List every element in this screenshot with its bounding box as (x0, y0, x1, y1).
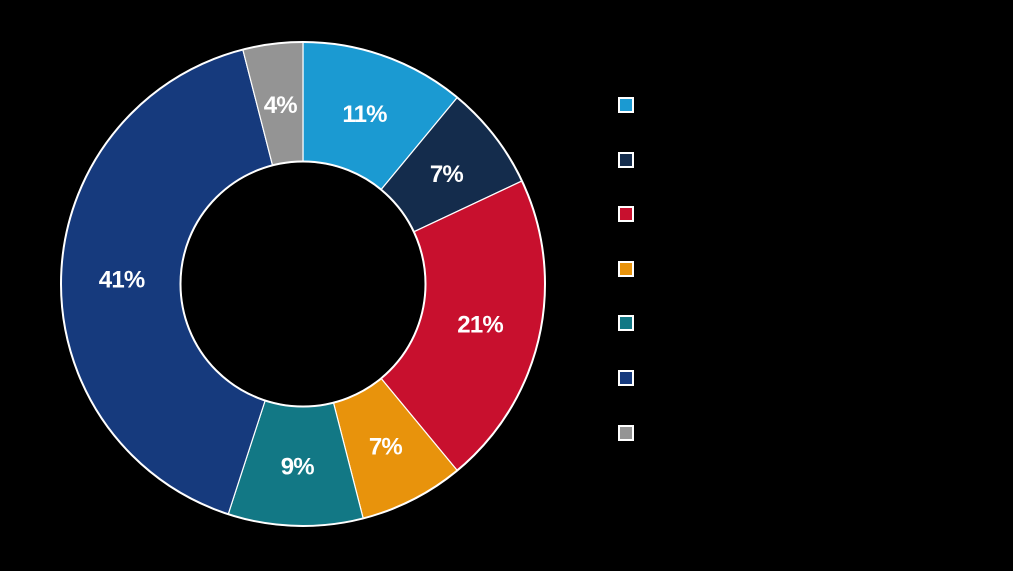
svg-text:9%: 9% (281, 453, 315, 480)
svg-text:7%: 7% (430, 161, 464, 188)
svg-text:11%: 11% (342, 101, 387, 128)
svg-text:7%: 7% (369, 434, 403, 461)
svg-text:21%: 21% (457, 312, 503, 339)
svg-text:41%: 41% (99, 266, 145, 293)
svg-text:4%: 4% (264, 92, 298, 119)
